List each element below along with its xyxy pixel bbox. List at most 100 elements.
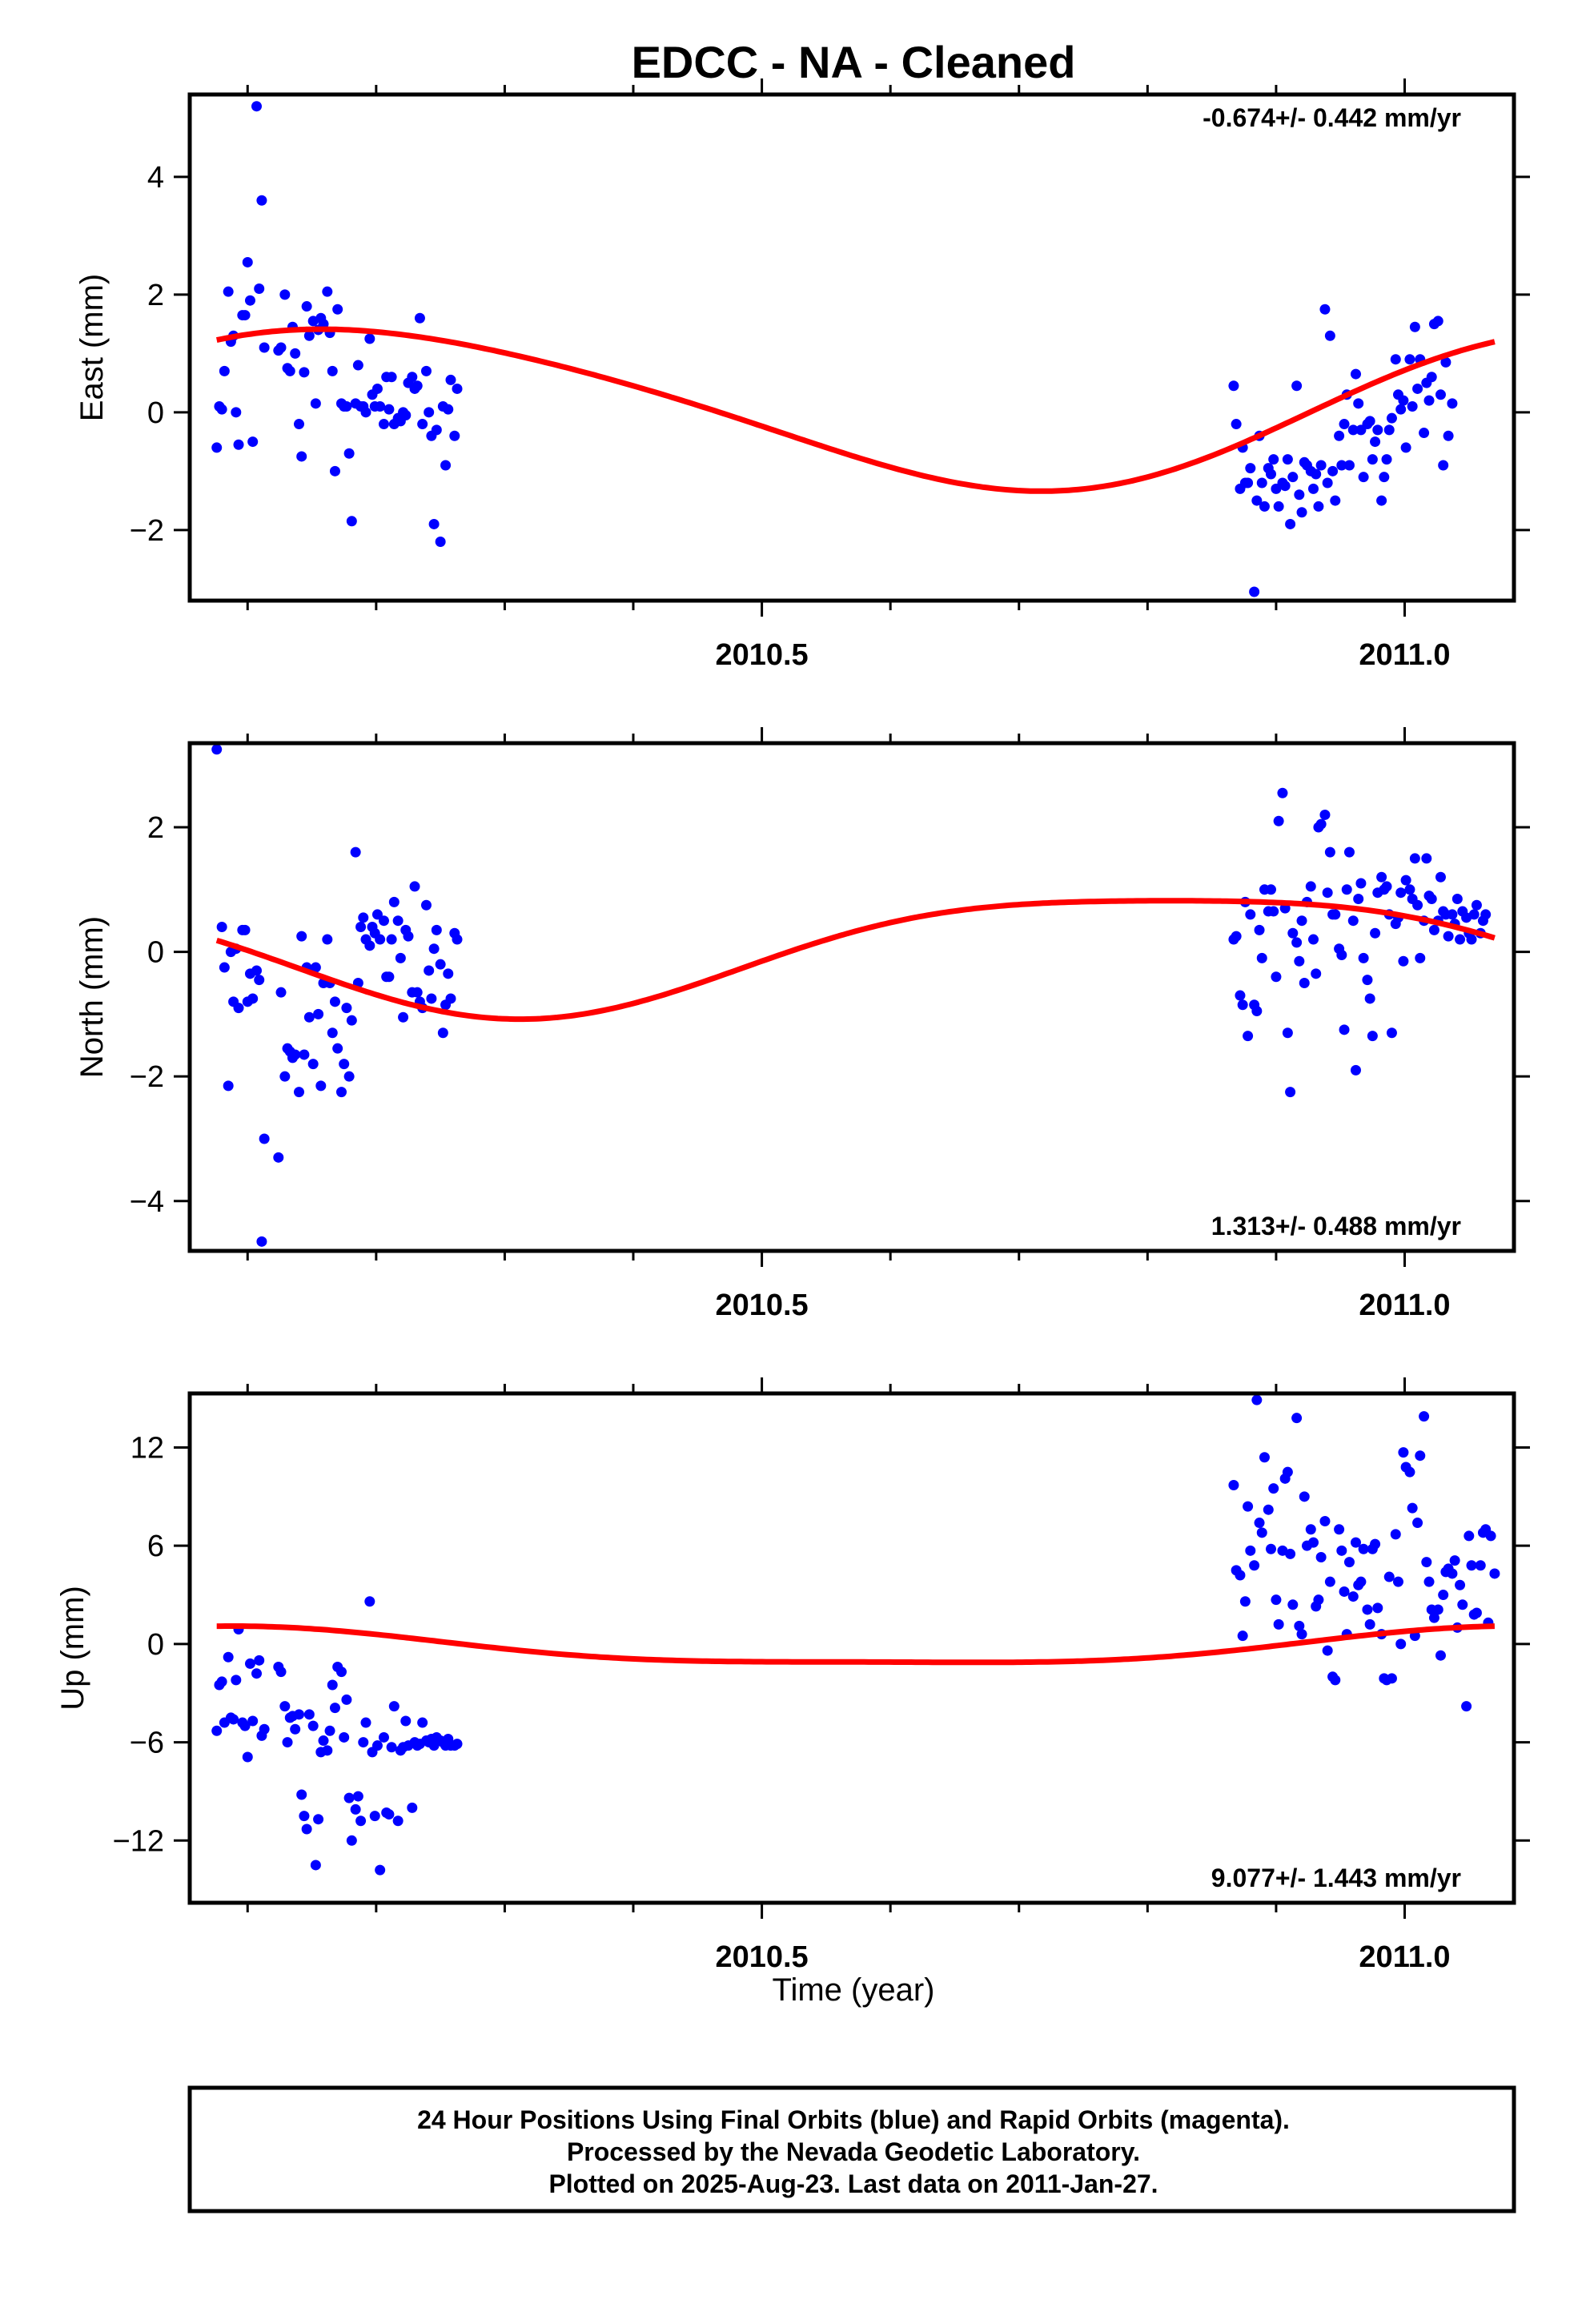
up-point — [1254, 1518, 1265, 1529]
up-point — [1319, 1516, 1331, 1527]
north-ytick-label: 2 — [147, 811, 164, 845]
up-point — [452, 1739, 463, 1750]
north-point — [1287, 927, 1299, 939]
north-point — [1237, 999, 1248, 1011]
east-point — [1231, 419, 1242, 430]
up-point — [388, 1701, 400, 1712]
up-point — [1419, 1411, 1430, 1422]
up-point — [1251, 1394, 1263, 1405]
up-point — [247, 1715, 259, 1727]
north-point — [1245, 909, 1256, 920]
north-point — [223, 1080, 234, 1092]
up-point — [350, 1803, 361, 1815]
east-point — [1358, 472, 1369, 483]
east-point — [259, 342, 270, 353]
north-point — [1400, 875, 1411, 886]
up-ytick-label: 0 — [147, 1628, 164, 1662]
north-point — [315, 1080, 327, 1092]
up-point — [242, 1751, 253, 1763]
up-point — [1438, 1590, 1449, 1601]
up-point — [1313, 1594, 1324, 1606]
north-point — [1330, 909, 1341, 920]
east-point — [1285, 518, 1296, 529]
east-point — [341, 400, 352, 412]
east-point — [1443, 430, 1454, 441]
up-point — [352, 1791, 363, 1802]
north-point — [1294, 955, 1305, 967]
up-point — [1449, 1555, 1460, 1566]
north-point — [1291, 937, 1303, 948]
north-point — [1311, 968, 1322, 979]
up-point — [1339, 1586, 1350, 1597]
north-point — [1386, 1027, 1397, 1039]
up-point — [364, 1596, 375, 1607]
up-point — [1228, 1480, 1239, 1491]
up-point — [1358, 1543, 1369, 1554]
east-point — [327, 365, 338, 376]
north-rate-label: 1.313+/- 0.488 mm/yr — [1211, 1212, 1461, 1240]
east-point — [378, 419, 389, 430]
north-point — [1466, 934, 1477, 945]
up-point — [1432, 1604, 1443, 1615]
up-xtick-label: 2010.5 — [715, 1940, 808, 1974]
east-point — [1279, 480, 1291, 492]
east-point — [428, 518, 440, 529]
north-point — [1336, 949, 1347, 960]
east-point — [256, 195, 267, 206]
up-point — [1347, 1591, 1359, 1602]
east-point — [414, 312, 425, 324]
east-point — [1322, 477, 1333, 489]
up-point — [386, 1742, 397, 1753]
east-ytick-label: −2 — [130, 514, 164, 548]
north-point — [1273, 815, 1284, 826]
up-point — [360, 1717, 371, 1728]
north-point — [445, 993, 456, 1004]
north-point — [1243, 1031, 1254, 1042]
east-point — [1386, 412, 1397, 424]
east-point — [1311, 468, 1322, 480]
up-point — [383, 1809, 395, 1820]
east-point — [1350, 368, 1361, 380]
up-point — [1237, 1630, 1248, 1642]
east-point — [251, 101, 263, 112]
east-point — [443, 404, 454, 415]
up-point — [1412, 1518, 1423, 1529]
east-point — [412, 380, 423, 392]
north-point — [355, 921, 367, 932]
east-point — [1398, 395, 1409, 406]
north-point — [1254, 924, 1265, 935]
up-point — [339, 1731, 350, 1743]
east-ytick-label: 2 — [147, 279, 164, 312]
north-point — [403, 931, 414, 942]
up-point — [279, 1701, 291, 1712]
east-point — [1383, 424, 1395, 436]
north-point — [1268, 906, 1279, 917]
north-point — [1421, 853, 1432, 864]
east-point — [254, 283, 265, 295]
up-point — [1386, 1673, 1397, 1684]
up-point — [1322, 1645, 1333, 1656]
north-point — [1271, 971, 1282, 983]
north-point — [247, 993, 259, 1004]
up-point — [1336, 1545, 1347, 1556]
east-point — [424, 407, 435, 418]
north-point — [426, 993, 437, 1004]
north-point — [452, 934, 463, 945]
east-point — [275, 342, 287, 353]
east-ytick-label: 0 — [147, 396, 164, 430]
north-point — [435, 959, 446, 970]
north-point — [409, 881, 420, 892]
up-ytick-label: 6 — [147, 1530, 164, 1563]
north-point — [254, 975, 265, 986]
x-axis-label: Time (year) — [773, 1972, 935, 2008]
east-point — [386, 372, 397, 383]
north-point — [216, 921, 227, 932]
east-point — [1347, 424, 1359, 436]
north-fit-line — [215, 898, 1496, 1023]
north-point — [388, 896, 400, 907]
east-point — [332, 304, 343, 315]
east-point — [1370, 436, 1381, 448]
east-point — [1343, 460, 1355, 471]
north-point — [1231, 931, 1242, 942]
up-rate-label: 9.077+/- 1.443 mm/yr — [1211, 1864, 1461, 1892]
